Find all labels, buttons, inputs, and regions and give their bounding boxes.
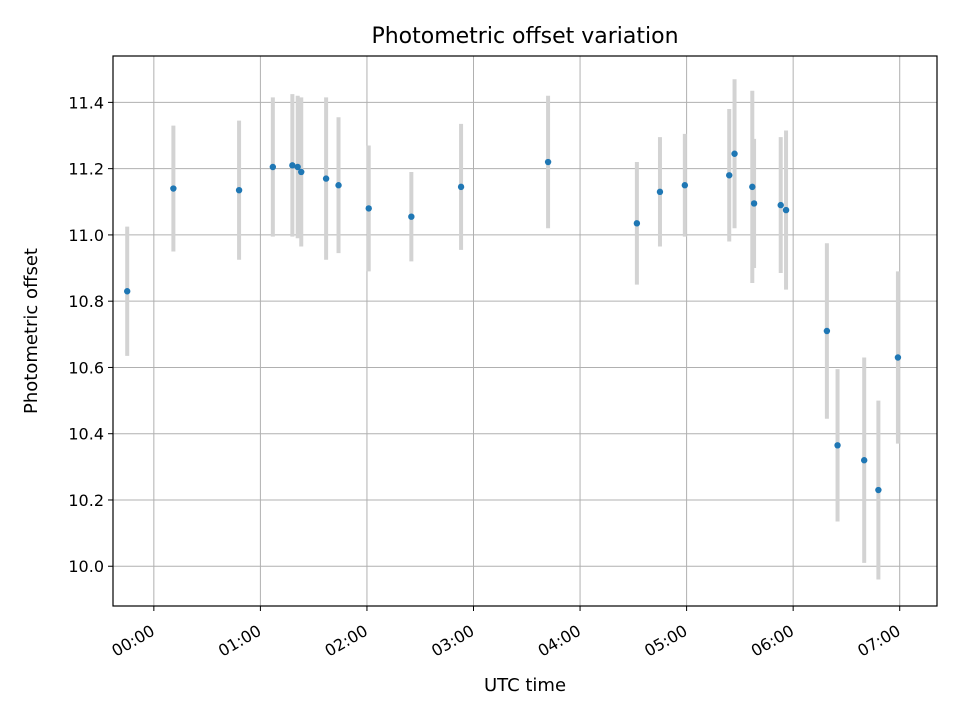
y-tick-label: 11.2 — [68, 160, 104, 179]
y-tick-label: 10.6 — [68, 358, 104, 377]
y-axis-label: Photometric offset — [21, 248, 42, 414]
x-axis-label: UTC time — [484, 675, 566, 696]
data-point — [298, 168, 305, 176]
data-point — [834, 442, 841, 449]
y-tick-label: 11.4 — [68, 93, 104, 112]
data-point — [408, 213, 415, 220]
data-point — [777, 201, 784, 209]
plot-frame — [112, 55, 938, 607]
y-tick-label: 11.0 — [68, 226, 104, 245]
y-tick-label: 10.8 — [68, 292, 104, 311]
data-point — [726, 172, 733, 179]
chart-title: Photometric offset variation — [371, 24, 678, 49]
data-point — [294, 163, 301, 171]
data-point — [235, 186, 243, 194]
data-point — [749, 183, 756, 191]
data-point — [656, 188, 664, 196]
data-point — [823, 327, 831, 335]
data-point — [170, 185, 177, 192]
data-point — [633, 220, 641, 227]
data-point — [875, 486, 882, 494]
data-point — [894, 354, 902, 361]
y-tick-label: 10.4 — [68, 425, 104, 444]
data-point — [289, 162, 296, 169]
data-point — [322, 175, 330, 182]
data-point — [124, 288, 131, 295]
y-tick-label: 10.2 — [68, 491, 104, 510]
data-points — [124, 150, 902, 494]
data-point — [681, 182, 689, 189]
y-tick-label: 10.0 — [68, 557, 104, 576]
data-point — [731, 150, 738, 157]
data-point — [269, 163, 277, 171]
data-point — [544, 158, 552, 166]
y-axis-ticks: 10.0 10.2 10.4 10.6 10.8 11.0 11.2 11.4 — [68, 93, 113, 576]
data-point — [860, 457, 868, 464]
data-point — [782, 206, 790, 214]
data-point — [365, 205, 372, 212]
data-point — [335, 182, 342, 189]
data-point — [457, 183, 465, 191]
data-point — [750, 200, 758, 207]
